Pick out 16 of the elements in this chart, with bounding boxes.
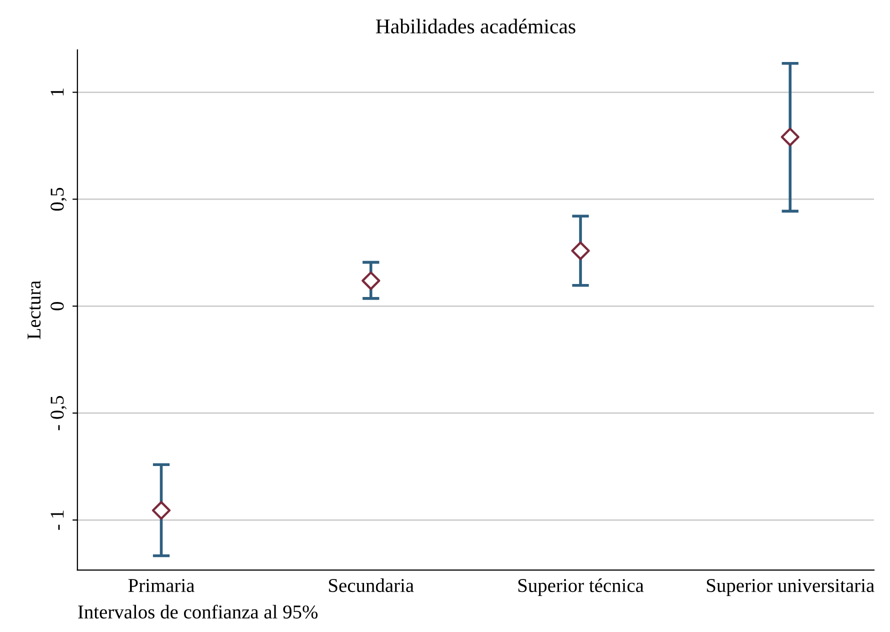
point bbox=[152, 501, 171, 520]
point bbox=[362, 271, 380, 290]
y-tick-label: 1 bbox=[50, 88, 64, 96]
text: Intervalos de confianza al 95% bbox=[78, 604, 318, 619]
y-tick-label: 0,5 bbox=[50, 188, 67, 211]
chart-title: Habilidades académicas bbox=[376, 18, 576, 34]
x-tick-label: Primaria bbox=[128, 579, 194, 592]
point bbox=[571, 241, 590, 260]
point bbox=[780, 128, 800, 146]
x-tick-label: Superior universitaria bbox=[706, 579, 874, 596]
y-tick-label: 0 bbox=[50, 302, 64, 310]
y-tick-label: - 1 bbox=[50, 510, 64, 530]
x-tick-label: Superior técnica bbox=[518, 578, 644, 596]
y-tick-label: - 0,5 bbox=[50, 396, 67, 430]
x-tick-label: Secundaria bbox=[329, 578, 414, 592]
y-axis-title: Lectura bbox=[28, 280, 41, 340]
